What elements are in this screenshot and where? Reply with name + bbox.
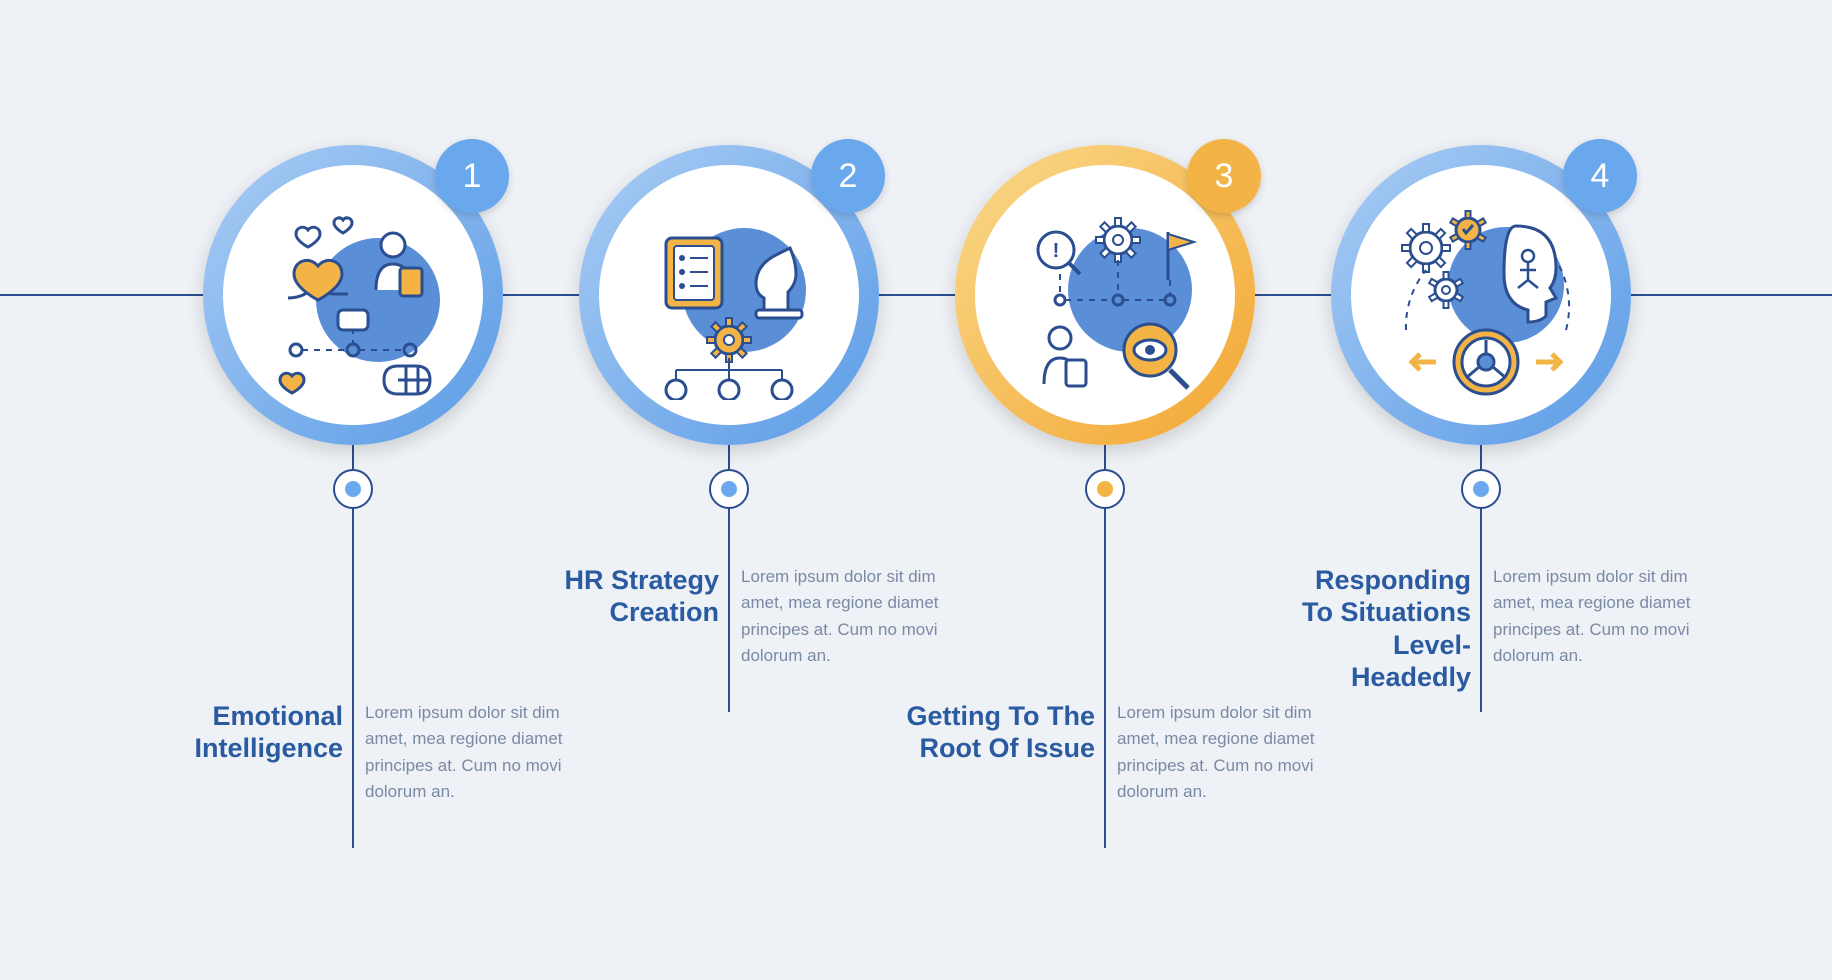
respond-icon xyxy=(1376,190,1586,400)
step-title: Emotional Intelligence xyxy=(153,700,343,805)
step-circle-2: 2 xyxy=(579,145,879,445)
step-circle-3: ! 3 xyxy=(955,145,1255,445)
step-text-3: Getting To The Root Of IssueLorem ipsum … xyxy=(905,700,1332,805)
connector-dot xyxy=(709,469,749,509)
step-description: Lorem ipsum dolor sit dim amet, mea regi… xyxy=(365,700,580,805)
step-text-2: HR Strategy CreationLorem ipsum dolor si… xyxy=(529,564,956,669)
step-circle-inner xyxy=(599,165,859,425)
step-number-badge: 4 xyxy=(1563,139,1637,213)
step-circle-inner xyxy=(223,165,483,425)
emotional-icon xyxy=(248,190,458,400)
step-number-badge: 2 xyxy=(811,139,885,213)
connector-dot xyxy=(1085,469,1125,509)
step-title: HR Strategy Creation xyxy=(529,564,719,669)
step-text-4: Responding To Situations Level-HeadedlyL… xyxy=(1281,564,1708,694)
step-description: Lorem ipsum dolor sit dim amet, mea regi… xyxy=(1493,564,1708,694)
root-icon: ! xyxy=(1000,190,1210,400)
step-description: Lorem ipsum dolor sit dim amet, mea regi… xyxy=(741,564,956,669)
infographic-canvas: 1Emotional IntelligenceLorem ipsum dolor… xyxy=(0,0,1832,980)
connector-dot xyxy=(333,469,373,509)
step-number-badge: 3 xyxy=(1187,139,1261,213)
step-circle-4: 4 xyxy=(1331,145,1631,445)
svg-text:!: ! xyxy=(1053,240,1060,262)
step-circle-1: 1 xyxy=(203,145,503,445)
strategy-icon xyxy=(624,190,834,400)
step-title: Getting To The Root Of Issue xyxy=(905,700,1095,805)
step-text-1: Emotional IntelligenceLorem ipsum dolor … xyxy=(153,700,580,805)
connector-dot xyxy=(1461,469,1501,509)
step-description: Lorem ipsum dolor sit dim amet, mea regi… xyxy=(1117,700,1332,805)
step-number-badge: 1 xyxy=(435,139,509,213)
step-circle-inner xyxy=(1351,165,1611,425)
step-title: Responding To Situations Level-Headedly xyxy=(1281,564,1471,694)
step-circle-inner: ! xyxy=(975,165,1235,425)
